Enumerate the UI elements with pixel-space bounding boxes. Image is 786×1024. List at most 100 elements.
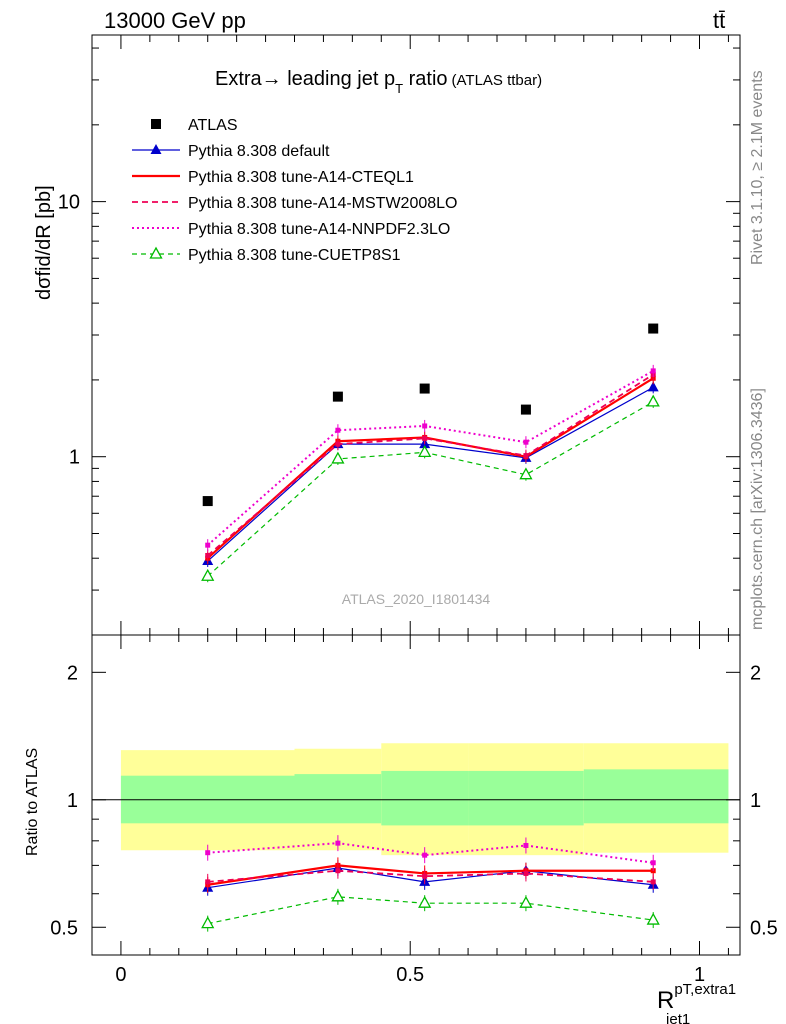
main-point-cuetp8s1 bbox=[519, 467, 533, 480]
x-tick-label: 0.5 bbox=[396, 964, 424, 986]
main-point-mstw bbox=[205, 552, 211, 558]
plot-subtitle: (ATLAS ttbar) bbox=[452, 72, 543, 89]
main-point-cuetp8s1 bbox=[418, 445, 432, 458]
legend-marker-cuetp8s1 bbox=[149, 246, 163, 259]
ratio-point-mstw bbox=[523, 870, 529, 876]
x-tick-label: 0 bbox=[115, 964, 126, 986]
legend: ATLAS Pythia 8.308 default Pythia 8.308 tu… bbox=[132, 117, 457, 264]
ratio-point-mstw bbox=[205, 879, 211, 885]
mcplots-label: mcplots.cern.ch [arXiv:1306.3436] bbox=[749, 388, 766, 630]
plot-title-main: Extra→ leading jet p bbox=[215, 68, 395, 90]
rivet-version-label: Rivet 3.1.10, ≥ 2.1M events bbox=[749, 70, 766, 265]
main-point-mstw bbox=[422, 435, 428, 441]
ratio-y-tick-label-right: 0.5 bbox=[750, 917, 778, 939]
ratio-line-cuetp8s1 bbox=[207, 896, 654, 925]
ratio-point-nnpdf bbox=[205, 850, 211, 856]
process-label: tt̄ bbox=[713, 8, 725, 33]
legend-entry-cuetp8s1: Pythia 8.308 tune-CUETP8S1 bbox=[132, 246, 401, 264]
x-axis-label-main: R bbox=[657, 987, 674, 1014]
legend-entry-nnpdf: Pythia 8.308 tune-A14-NNPDF2.3LO bbox=[132, 221, 450, 238]
ratio-point-cuetp8s1 bbox=[418, 895, 432, 908]
main-y-ticks: 1 10 bbox=[58, 35, 740, 636]
main-line-cteql1 bbox=[206, 377, 654, 560]
legend-marker-default bbox=[150, 144, 162, 154]
main-point-cuetp8s1 bbox=[646, 394, 660, 407]
ratio-series-cteql1 bbox=[205, 857, 656, 893]
main-series-cuetp8s1 bbox=[201, 394, 660, 583]
main-point-cuetp8s1 bbox=[201, 568, 215, 581]
ratio-line-cteql1 bbox=[207, 864, 654, 886]
ratio-point-nnpdf bbox=[650, 860, 656, 866]
ratio-band-inner bbox=[468, 770, 584, 826]
x-tick-label: 1 bbox=[694, 964, 705, 986]
main-series-data bbox=[202, 323, 659, 507]
main-point-nnpdf bbox=[335, 427, 341, 433]
main-line-default bbox=[207, 386, 654, 562]
ratio-series-cuetp8s1 bbox=[201, 888, 660, 932]
plot-title: Extra→ leading jet pT ratio (ATLAS ttbar) bbox=[215, 68, 542, 96]
ratio-band-inner bbox=[294, 774, 382, 824]
main-point-mstw bbox=[335, 441, 341, 447]
legend-entry-cteql1: Pythia 8.308 tune-A14-CTEQL1 bbox=[132, 169, 414, 186]
ratio-panel-frame bbox=[91, 634, 741, 956]
ratio-point-nnpdf bbox=[422, 852, 428, 858]
ratio-point-cuetp8s1 bbox=[331, 889, 345, 902]
analysis-watermark: ATLAS_2020_I1801434 bbox=[342, 591, 491, 607]
legend-entry-data: ATLAS bbox=[151, 117, 238, 134]
main-series-mstw bbox=[205, 368, 656, 562]
ratio-point-nnpdf bbox=[335, 840, 341, 846]
main-point-nnpdf bbox=[650, 368, 656, 374]
main-series-cteql1 bbox=[205, 372, 656, 565]
main-line-cuetp8s1 bbox=[207, 401, 654, 577]
ratio-series-mstw bbox=[205, 862, 656, 890]
ratio-point-cuetp8s1 bbox=[519, 895, 533, 908]
x-axis-label-sup: pT,extra1 bbox=[674, 981, 736, 998]
ratio-band-inner bbox=[381, 770, 469, 826]
main-point-mstw bbox=[523, 453, 529, 459]
ratio-ticks: 0.5 0.5 1 1 2 2 0 0.5 1 bbox=[50, 635, 778, 986]
ratio-point-mstw bbox=[335, 868, 341, 874]
main-point-data bbox=[520, 404, 531, 415]
ratio-y-tick-label-left: 0.5 bbox=[50, 917, 78, 939]
main-series-nnpdf bbox=[205, 364, 656, 552]
ratio-y-axis-label: Ratio to ATLAS bbox=[24, 748, 41, 856]
legend-label-data: ATLAS bbox=[188, 117, 238, 134]
main-y-tick-label: 10 bbox=[58, 192, 80, 214]
legend-label-cuetp8s1: Pythia 8.308 tune-CUETP8S1 bbox=[188, 247, 401, 264]
legend-label-default: Pythia 8.308 default bbox=[188, 143, 330, 160]
legend-entry-default: Pythia 8.308 default bbox=[132, 143, 330, 160]
ratio-point-mstw bbox=[422, 873, 428, 879]
main-point-nnpdf bbox=[205, 542, 211, 548]
energy-label: 13000 GeV pp bbox=[104, 8, 246, 33]
main-y-tick-label: 1 bbox=[69, 447, 80, 469]
main-point-data bbox=[419, 383, 430, 394]
ratio-line-mstw bbox=[207, 869, 654, 883]
x-axis-label: RpT,extra1 jet1 bbox=[657, 981, 736, 1024]
main-point-data bbox=[332, 391, 343, 402]
ratio-y-tick-label-right: 2 bbox=[750, 662, 761, 684]
main-point-nnpdf bbox=[523, 439, 529, 445]
main-line-nnpdf bbox=[207, 370, 654, 546]
legend-entry-mstw: Pythia 8.308 tune-A14-MSTW2008LO bbox=[132, 195, 457, 212]
ratio-point-nnpdf bbox=[523, 842, 529, 848]
legend-marker-data bbox=[151, 119, 161, 129]
ratio-point-cuetp8s1 bbox=[646, 912, 660, 925]
main-point-cuetp8s1 bbox=[331, 451, 345, 464]
legend-label-nnpdf: Pythia 8.308 tune-A14-NNPDF2.3LO bbox=[188, 221, 450, 238]
ratio-band-inner bbox=[583, 769, 729, 824]
ratio-series-nnpdf bbox=[205, 835, 656, 871]
main-y-axis-label: dσfid/dR [pb] bbox=[33, 185, 55, 300]
main-point-default bbox=[647, 381, 659, 392]
main-series-default bbox=[202, 381, 659, 568]
plot-title-tail: ratio bbox=[403, 68, 447, 90]
ratio-y-tick-label-right: 1 bbox=[750, 790, 761, 812]
legend-label-mstw: Pythia 8.308 tune-A14-MSTW2008LO bbox=[188, 195, 457, 212]
main-point-data bbox=[648, 323, 659, 334]
ratio-point-mstw bbox=[650, 879, 656, 885]
main-line-mstw bbox=[207, 373, 654, 557]
main-point-data bbox=[202, 496, 213, 507]
main-point-nnpdf bbox=[422, 423, 428, 429]
ratio-y-tick-label-left: 2 bbox=[67, 662, 78, 684]
x-axis-label-sub: jet1 bbox=[665, 1011, 690, 1024]
